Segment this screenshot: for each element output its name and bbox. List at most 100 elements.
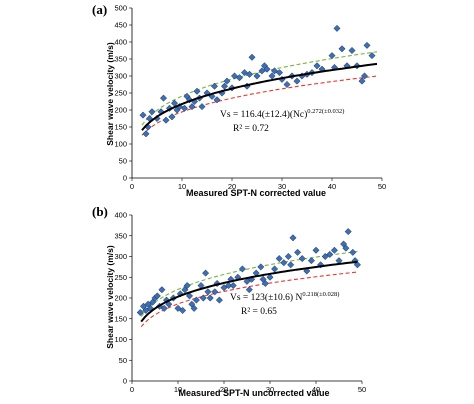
panel-a-data-point bbox=[193, 87, 201, 95]
panel-b-data-point bbox=[312, 246, 320, 254]
panel-b-equation-main: Vs = 123(±10.6) N bbox=[230, 292, 302, 303]
panel-b-data-point bbox=[349, 248, 357, 256]
panel-a-data-point bbox=[165, 104, 174, 112]
panel-a-x-axis-label: Measured SPT-N corrected value bbox=[186, 188, 326, 198]
panel-a-data-point bbox=[360, 72, 369, 80]
panel-a-data-point bbox=[198, 103, 206, 111]
panel-b-equation: Vs = 123(±10.6) N0.218(±0.028) R² = 0.65 bbox=[230, 291, 339, 317]
panel-a-x-tick-label: 50 bbox=[378, 182, 386, 191]
panel-b-data-point bbox=[183, 281, 191, 290]
panel-a-equation: Vs = 116.4(±12.4)(Nc)0.272(±0.032) R² = … bbox=[220, 108, 344, 134]
panel-b-data-point bbox=[287, 261, 295, 269]
panel-a-y-tick-label: 250 bbox=[114, 89, 127, 98]
panel-b-data-point bbox=[165, 300, 173, 308]
panel-b-data-point bbox=[199, 294, 207, 302]
panel-b-data-point bbox=[280, 259, 288, 267]
panel-b-y-tick-label: 350 bbox=[114, 231, 127, 240]
panel-a-y-tick-label: 200 bbox=[114, 106, 127, 115]
panel-b-data-point bbox=[190, 304, 198, 312]
panel-a: (a) Shear wave velocity (m/s) Measured S… bbox=[92, 2, 386, 198]
panel-a-x-tick-label: 10 bbox=[178, 182, 186, 191]
panel-b-y-tick-label: 0 bbox=[123, 377, 127, 386]
panel-b-y-tick-label: 200 bbox=[114, 294, 127, 303]
panel-a-r-squared: R² = 0.72 bbox=[233, 124, 269, 134]
panel-b-data-point bbox=[160, 304, 168, 312]
panel-a-data-point bbox=[338, 45, 346, 53]
panel-b: (b) Shear wave velocity (m/s) Measured S… bbox=[92, 204, 366, 398]
panel-b-data-point bbox=[153, 292, 161, 300]
panel-b-data-point bbox=[213, 279, 221, 288]
panel-a-data-point bbox=[358, 77, 366, 85]
panel-a-lower-bound-curve bbox=[141, 75, 378, 136]
panel-a-data-point bbox=[333, 24, 341, 32]
panel-a-data-point bbox=[363, 41, 371, 49]
panel-b-data-point bbox=[158, 286, 166, 294]
panel-a-data-point bbox=[230, 72, 239, 80]
panel-a-data-point bbox=[240, 69, 249, 77]
panel-b-data-point bbox=[266, 273, 274, 281]
panel-b-x-tick-label: 40 bbox=[312, 385, 320, 394]
panel-a-x-tick-label: 20 bbox=[228, 182, 236, 191]
panel-b-y-tick-label: 100 bbox=[114, 335, 127, 344]
panel-a-data-point bbox=[313, 62, 321, 70]
panel-a-y-tick-label: 450 bbox=[114, 21, 127, 30]
panel-a-data-point bbox=[348, 46, 356, 55]
panel-a-x-tick-label: 0 bbox=[130, 182, 134, 191]
panel-a-data-point bbox=[142, 130, 150, 138]
panel-a-x-tick-label: 30 bbox=[278, 182, 286, 191]
panel-a-data-point bbox=[188, 103, 196, 111]
panel-a-y-tick-label: 400 bbox=[114, 38, 127, 47]
panel-b-x-axis-label: Measured SPT-N uncorrected value bbox=[178, 388, 329, 398]
panel-b-y-tick-label: 250 bbox=[114, 273, 127, 282]
panel-a-upper-bound-curve bbox=[141, 51, 378, 126]
panel-a-data-point bbox=[148, 108, 156, 116]
panel-b-data-point bbox=[284, 252, 292, 261]
panel-b-equation-exponent: 0.218(±0.028) bbox=[302, 291, 339, 298]
panel-a-data-point bbox=[213, 96, 221, 104]
panel-a-data-point bbox=[220, 82, 229, 90]
panel-a-y-tick-label: 500 bbox=[114, 4, 127, 13]
panel-b-data-point bbox=[307, 257, 315, 265]
panel-b-data-point bbox=[238, 265, 246, 273]
panel-b-data-point bbox=[289, 234, 297, 242]
panel-a-y-tick-label: 0 bbox=[123, 174, 127, 183]
panel-a-data-point bbox=[275, 69, 284, 77]
panel-b-data-point bbox=[342, 244, 350, 252]
panel-b-data-point bbox=[275, 255, 283, 263]
panel-a-data-point bbox=[368, 52, 376, 60]
panel-b-data-point bbox=[136, 308, 144, 317]
panel-a-equation-main: Vs = 116.4(±12.4)(Nc) bbox=[220, 109, 307, 120]
panel-a-equation-exponent: 0.272(±0.032) bbox=[307, 108, 344, 115]
panel-b-data-point bbox=[211, 288, 219, 296]
panel-b-data-point bbox=[215, 296, 223, 304]
panel-b-data-point bbox=[353, 261, 361, 269]
panel-b-data-point bbox=[271, 265, 279, 273]
panel-b-data-point bbox=[176, 290, 184, 298]
panel-a-data-point bbox=[283, 80, 291, 89]
panel-a-y-tick-label: 350 bbox=[114, 55, 127, 64]
panel-b-y-tick-label: 400 bbox=[114, 211, 127, 220]
panel-b-upper-bound-curve bbox=[140, 250, 358, 317]
panel-b-x-tick-label: 0 bbox=[130, 385, 134, 394]
panel-b-y-tick-label: 50 bbox=[119, 356, 127, 365]
panel-b-x-tick-label: 50 bbox=[358, 385, 366, 394]
panel-a-x-tick-label: 40 bbox=[328, 182, 336, 191]
panel-b-data-point bbox=[330, 246, 338, 254]
panel-a-data-point bbox=[235, 74, 244, 82]
panel-b-y-tick-label: 300 bbox=[114, 252, 127, 261]
panel-a-data-point bbox=[328, 52, 336, 60]
svg-text:Vs = 116.4(±12.4)(Nc)0.272(±0.: Vs = 116.4(±12.4)(Nc)0.272(±0.032) bbox=[220, 108, 344, 120]
panel-a-data-point bbox=[253, 72, 261, 80]
panel-b-data-point bbox=[326, 250, 334, 258]
panel-b-data-point bbox=[261, 279, 269, 288]
panel-a-label: (a) bbox=[92, 2, 107, 17]
panel-a-data-point bbox=[159, 94, 168, 102]
panel-b-data-point bbox=[344, 228, 352, 236]
panel-a-data-point bbox=[223, 77, 231, 85]
panel-b-x-tick-label: 20 bbox=[220, 385, 228, 394]
panel-a-data-point bbox=[210, 82, 219, 90]
panel-a-data-point bbox=[185, 96, 194, 104]
panel-a-y-tick-label: 300 bbox=[114, 72, 127, 81]
panel-b-data-point bbox=[174, 304, 182, 312]
